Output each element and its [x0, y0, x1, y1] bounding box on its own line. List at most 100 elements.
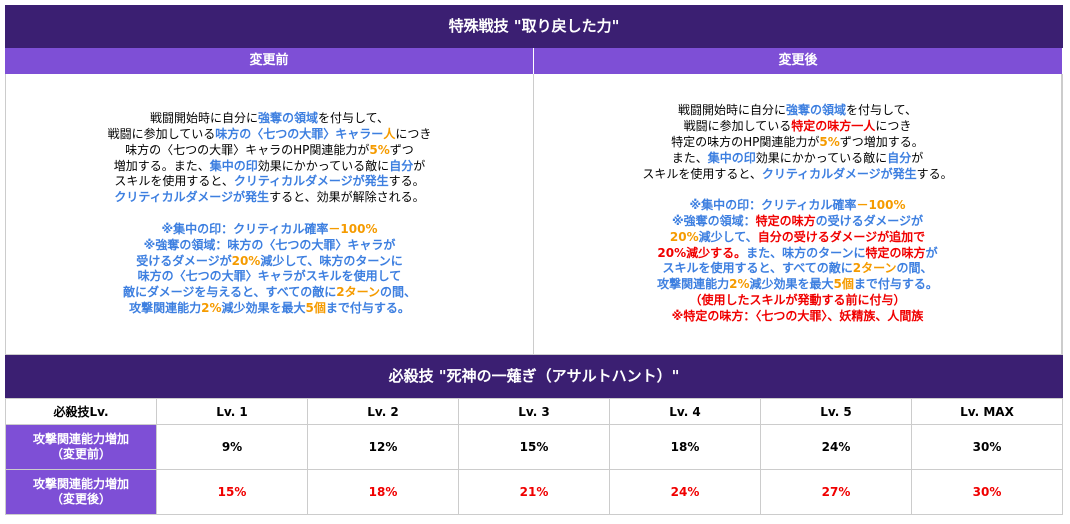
text: 効果にかかっている敵に: [257, 158, 390, 173]
highlight: 自分: [389, 158, 414, 173]
text: 戦闘開始時に自分に: [149, 111, 258, 126]
highlight: 強奪の領域: [257, 111, 318, 126]
before-title: 変更前: [5, 48, 534, 74]
text-line: 特定の味方のHP関連能力が5%ずつ増加する。: [642, 135, 952, 151]
row: 攻撃関連能力増加 （変更後） 15% 18% 21% 24% 27% 30%: [5, 469, 1063, 515]
text: ずつ増加する。: [839, 134, 924, 149]
text-line: 攻撃関連能力2%減少効果を最大5個まで付与する。: [123, 301, 416, 317]
value-cell: 27%: [760, 469, 912, 515]
highlight: 集中の印: [209, 158, 258, 173]
header-cell: Lv. 1: [156, 398, 308, 425]
text: 特定の味方のHP関連能力が: [671, 134, 820, 149]
highlight: の間、: [379, 285, 416, 300]
value-cell: 24%: [609, 469, 761, 515]
text-line: 味方の〈七つの大罪〉キャラがスキルを使用して: [123, 269, 416, 285]
text-line: 受けるダメージが20%減少して、味方のターンに: [123, 254, 416, 270]
highlight: 20%: [669, 229, 699, 244]
text: につき: [875, 119, 912, 134]
label-line: （変更後）: [50, 492, 111, 506]
highlight: 5個: [305, 300, 326, 315]
value-cell: 18%: [609, 424, 761, 470]
highlight: の受けるダメージが: [815, 214, 924, 229]
text-line: ※強奪の領域：味方の〈七つの大罪〉キャラが: [123, 238, 416, 254]
highlight: 特定の味方一人: [791, 119, 876, 134]
row: 攻撃関連能力増加 （変更前） 9% 12% 15% 18% 24% 30%: [5, 424, 1063, 470]
highlight: 2%: [201, 300, 222, 315]
text-line: 増加する。また、集中の印効果にかかっている敵に自分が: [108, 159, 432, 175]
highlight: 2ターン: [336, 285, 380, 300]
text-line: 敵にダメージを与えると、すべての敵に2ターンの間、: [123, 285, 416, 301]
header-cell: 必殺技Lv.: [5, 398, 157, 425]
text-line: スキルを使用すると、クリティカルダメージが発生する。: [642, 167, 952, 183]
text: 増加する。また、: [113, 158, 210, 173]
highlight: ※特定の味方：〈七つの大罪〉、妖精族、人間族: [671, 308, 924, 323]
text: する。: [388, 174, 425, 189]
value-cell: 30%: [911, 469, 1063, 515]
after-title: 変更後: [534, 48, 1063, 74]
header-row: 必殺技Lv. Lv. 1 Lv. 2 Lv. 3 Lv. 4 Lv. 5 Lv. MAX: [5, 398, 1063, 425]
table-title: 必殺技 "死神の一薙ぎ（アサルトハント）": [5, 355, 1063, 398]
text: すると、効果が解除される。: [269, 190, 425, 205]
highlight: の間、: [896, 261, 933, 276]
text-line: また、集中の印効果にかかっている敵に自分が: [642, 151, 952, 167]
highlight: 自分: [887, 150, 912, 165]
highlight: ※強奪の領域：味方の〈七つの大罪〉キャラが: [143, 237, 396, 252]
text: スキルを使用すると、: [642, 166, 762, 181]
text: 戦闘に参加している: [107, 127, 216, 142]
row-label: 攻撃関連能力増加 （変更後）: [5, 469, 157, 515]
text: につき: [395, 127, 432, 142]
highlight: まで付与する。: [325, 300, 410, 315]
highlight: 受けるダメージが: [136, 253, 232, 268]
value-cell: 21%: [458, 469, 610, 515]
highlight: 攻撃関連能力: [657, 277, 730, 292]
highlight: クリティカルダメージが発生: [114, 190, 270, 205]
text: を付与して、: [845, 103, 918, 118]
highlight: 減少効果を最大: [749, 277, 834, 292]
document: 特殊戦技 "取り戻した力" 変更前 変更後 戦闘開始時に自分に強奪の領域を付与し…: [5, 5, 1063, 515]
value-cell: 15%: [458, 424, 610, 470]
paragraph: ※集中の印：クリティカル確率－100% ※強奪の領域：味方の〈七つの大罪〉キャラが…: [123, 222, 416, 317]
highlight: 減少して、味方のターンに: [260, 253, 403, 268]
text-line: （使用したスキルが発動する前に付与）: [657, 293, 938, 309]
level-table: 必殺技Lv. Lv. 1 Lv. 2 Lv. 3 Lv. 4 Lv. 5 Lv. MAX 攻撃…: [5, 398, 1063, 515]
highlight: －100%: [328, 222, 378, 236]
header-cell: Lv. MAX: [911, 398, 1063, 425]
highlight: 2ターン: [852, 261, 897, 276]
highlight: －100%: [856, 198, 906, 213]
text: する。: [916, 166, 953, 181]
highlight: 集中の印: [707, 150, 756, 165]
text: が: [911, 150, 924, 165]
highlight: が: [925, 245, 938, 260]
text-line: ※集中の印：クリティカル確率－100%: [657, 198, 938, 214]
highlight: 自分の受けるダメージが追加で: [757, 229, 926, 244]
highlight: 攻撃関連能力: [129, 300, 202, 315]
after-panel: 戦闘開始時に自分に強奪の領域を付与して、 戦闘に参加している特定の味方一人につき特…: [534, 74, 1062, 354]
before-panel: 戦闘開始時に自分に強奪の領域を付与して、 戦闘に参加している味方の〈七つの大罪〉キ…: [6, 74, 534, 354]
value-cell: 12%: [307, 424, 459, 470]
highlight: スキルを使用すると、すべての敵に: [662, 261, 853, 276]
label-line: 攻撃関連能力増加: [32, 477, 129, 491]
text-line: ※強奪の領域：特定の味方の受けるダメージが: [657, 214, 938, 230]
highlight: （使用したスキルが発動する前に付与）: [689, 293, 906, 308]
highlight: 5%: [819, 134, 840, 149]
text-line: 味方の〈七つの大罪〉キャラのHP関連能力が5%ずつ: [108, 143, 432, 159]
comparison: 戦闘開始時に自分に強奪の領域を付与して、 戦闘に参加している味方の〈七つの大罪〉キ…: [5, 74, 1063, 355]
text: スキルを使用すると、: [114, 174, 234, 189]
highlight: ※集中の印：クリティカル確率: [689, 198, 857, 213]
value-cell: 15%: [156, 469, 308, 515]
header-cell: Lv. 5: [760, 398, 912, 425]
highlight: 特定の味方: [755, 214, 816, 229]
highlight: 20%: [231, 253, 261, 268]
sub-header: 変更前 変更後: [5, 48, 1063, 74]
highlight: 減少して、: [698, 229, 758, 244]
header-cell: Lv. 3: [458, 398, 610, 425]
paragraph: ※集中の印：クリティカル確率－100% ※強奪の領域：特定の味方の受けるダメージが…: [657, 198, 938, 324]
text-line: スキルを使用すると、すべての敵に2ターンの間、: [657, 261, 938, 277]
paragraph: 戦闘開始時に自分に強奪の領域を付与して、 戦闘に参加している味方の〈七つの大罪〉キ…: [108, 111, 432, 206]
text-line: ※特定の味方：〈七つの大罪〉、妖精族、人間族: [657, 309, 938, 325]
text: ずつ: [389, 142, 414, 157]
highlight: 強奪の領域: [785, 103, 846, 118]
text-line: 20%減少して、自分の受けるダメージが追加で: [657, 230, 938, 246]
highlight: 人: [383, 127, 396, 142]
